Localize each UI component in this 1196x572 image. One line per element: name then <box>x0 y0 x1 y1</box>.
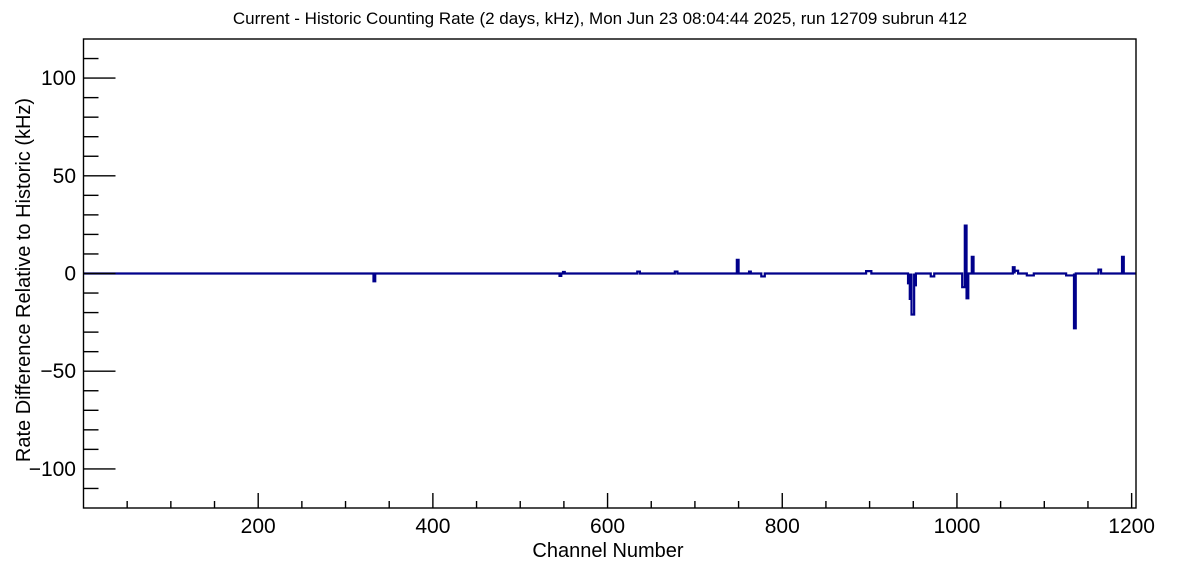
y-axis-ticks <box>83 57 116 490</box>
x-tick-label: 1200 <box>1108 515 1155 538</box>
x-tick-label: 200 <box>241 515 276 538</box>
y-tick-label: −50 <box>40 360 76 383</box>
y-axis-labels: 100 50 0 −50 −100 <box>29 67 76 481</box>
y-tick-label: 100 <box>41 67 76 90</box>
chart-title: Current - Historic Counting Rate (2 days… <box>233 9 967 28</box>
x-axis-ticks <box>126 493 1133 508</box>
x-tick-label: 1000 <box>934 515 981 538</box>
x-tick-label: 800 <box>765 515 800 538</box>
x-axis-title: Channel Number <box>532 540 684 562</box>
y-tick-label: 0 <box>64 263 76 286</box>
y-tick-label: −100 <box>29 458 76 481</box>
x-tick-label: 600 <box>590 515 625 538</box>
y-axis-title: Rate Difference Relative to Historic (kH… <box>13 98 35 462</box>
y-tick-label: 50 <box>53 165 76 188</box>
x-axis-labels: 200 400 600 800 1000 1200 <box>241 515 1155 538</box>
x-tick-label: 400 <box>415 515 450 538</box>
plot-frame <box>82 38 1137 509</box>
histogram-line <box>83 224 1136 330</box>
